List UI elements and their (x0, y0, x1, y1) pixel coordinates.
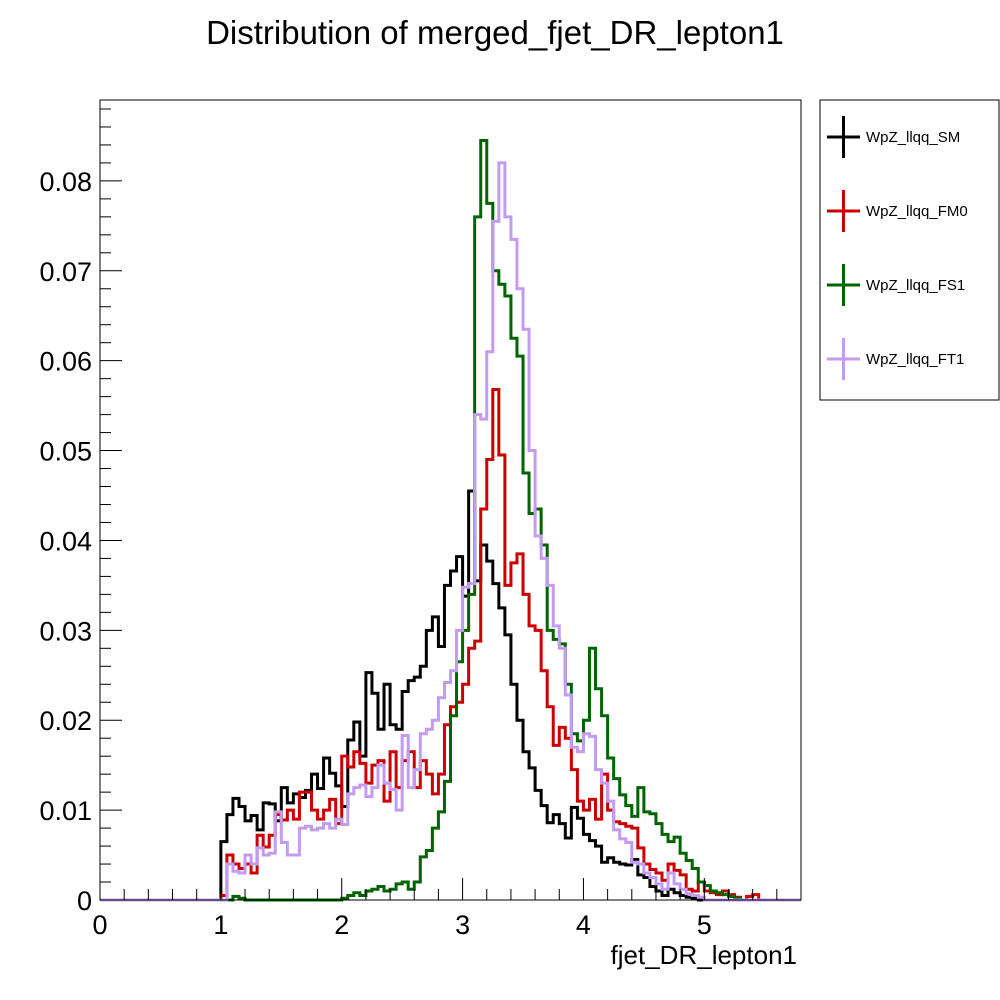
legend-entry: WpZ_llqq_SM (827, 116, 960, 158)
legend-label: WpZ_llqq_FS1 (866, 277, 965, 294)
y-tick-label: 0.06 (39, 347, 92, 377)
series-layer (100, 138, 801, 902)
y-tick-label: 0.05 (39, 437, 92, 467)
x-tick-label: 0 (92, 910, 107, 940)
y-tick-label: 0 (77, 886, 92, 916)
y-tick-label: 0.04 (39, 526, 92, 556)
x-tick-label: 3 (455, 910, 470, 940)
y-tick-label: 0.07 (39, 257, 92, 287)
legend-label: WpZ_llqq_SM (866, 129, 960, 146)
y-tick-label: 0.02 (39, 706, 92, 736)
y-tick-label: 0.03 (39, 616, 92, 646)
legend-entry: WpZ_llqq_FS1 (827, 264, 965, 306)
x-tick-label: 2 (334, 910, 349, 940)
series-line-WpZ_llqq_SM (100, 489, 801, 902)
legend-entry: WpZ_llqq_FM0 (827, 190, 968, 232)
legend-label: WpZ_llqq_FT1 (866, 351, 964, 368)
legend-label: WpZ_llqq_FM0 (866, 203, 968, 220)
x-tick-label: 4 (576, 910, 591, 940)
y-tick-label: 0.08 (39, 167, 92, 197)
x-tick-label: 5 (697, 910, 712, 940)
series-line-WpZ_llqq_FT1 (100, 161, 801, 902)
legend: WpZ_llqq_SM WpZ_llqq_FM0 WpZ_llqq_FS1 WpZ_l… (819, 99, 1000, 401)
legend-frame (819, 99, 1000, 401)
y-tick-label: 0.01 (39, 796, 92, 826)
x-axis-title: fjet_DR_lepton1 (611, 940, 797, 970)
x-tick-label: 1 (213, 910, 228, 940)
series-line-WpZ_llqq_FS1 (100, 138, 801, 902)
chart-title: Distribution of merged_fjet_DR_lepton1 (206, 14, 784, 51)
legend-entry: WpZ_llqq_FT1 (827, 338, 964, 380)
legend-entries: WpZ_llqq_SM WpZ_llqq_FM0 WpZ_llqq_FS1 WpZ_l… (827, 116, 968, 380)
axis-layer: 0 1 2 3 4 5 0 0.01 0.02 0.03 0.04 0.05 0.06 0.07 0.08 (39, 108, 802, 940)
plot-frame (99, 99, 802, 901)
series-line-WpZ_llqq_FM0 (100, 387, 801, 902)
